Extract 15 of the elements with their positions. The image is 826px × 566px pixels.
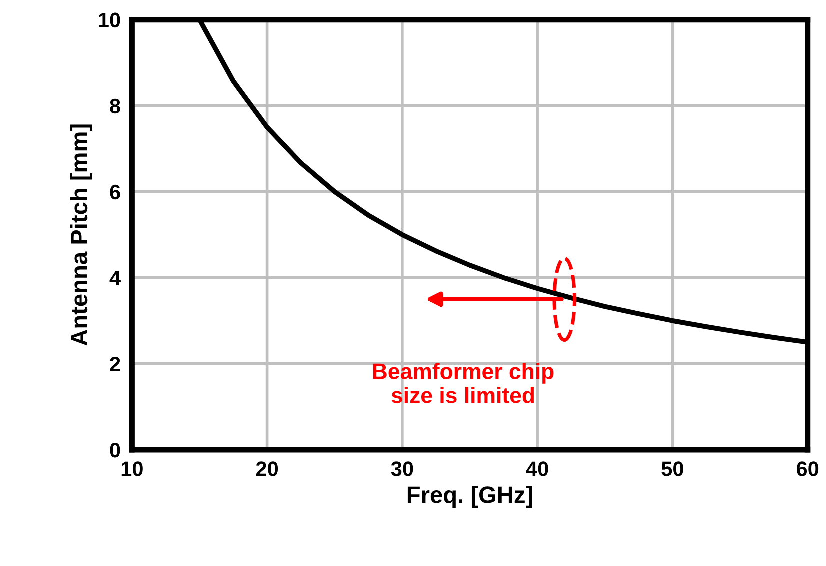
x-tick-label: 60	[797, 462, 819, 476]
y-tick-label: 0	[110, 442, 120, 458]
annotation: Beamformer chip size is limited	[373, 363, 554, 404]
y-tick-label: 2	[110, 356, 120, 372]
y-tick-label: 10	[99, 12, 120, 28]
x-tick-label: 20	[256, 462, 278, 476]
x-tick-label: 40	[526, 462, 548, 476]
y-axis-title: Antenna Pitch [mm]	[70, 124, 92, 346]
y-tick-label: 4	[110, 271, 121, 286]
x-axis-title: Freq. [GHz]	[408, 486, 532, 508]
x-tick-label: 30	[391, 462, 414, 476]
y-tick-label: 8	[110, 98, 120, 114]
y-tick-label: 6	[110, 184, 120, 200]
x-tick-label: 50	[662, 462, 684, 476]
x-tick-label: 10	[122, 462, 143, 476]
